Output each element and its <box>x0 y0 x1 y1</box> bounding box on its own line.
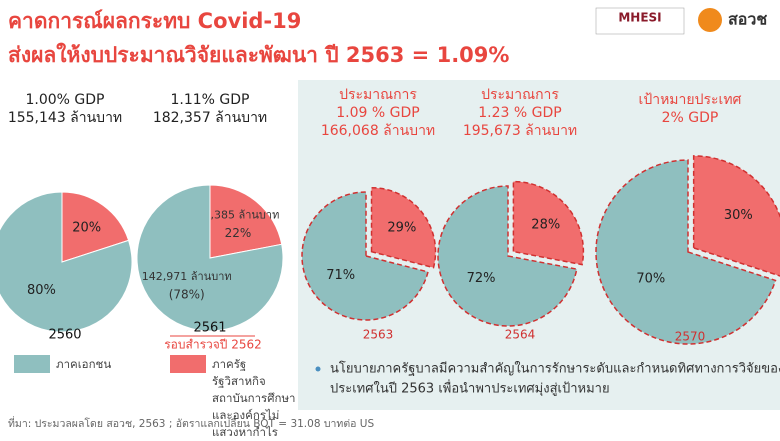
legend-label: ภาคเอกชน <box>56 357 112 371</box>
pie-slice <box>437 185 578 327</box>
legend-label: ภาครัฐ รัฐวิสาหกิจ สถาบันการศึกษา และองค… <box>212 357 296 439</box>
pie-heading: 1.11% GDP <box>171 92 250 108</box>
value-label: 71% <box>326 268 355 283</box>
source: ที่มา: ประมวลผลโดย สอวช, 2563 ; อัตราแลก… <box>8 416 374 430</box>
pie-heading: 1.23 % GDP <box>478 105 561 121</box>
pie-slice <box>692 155 780 277</box>
pie-slice <box>61 191 130 263</box>
pie-heading: 166,068 ล้านบาท <box>321 123 435 139</box>
year-label: 2561 <box>193 321 226 336</box>
value-label: 72% <box>467 271 496 286</box>
pie-heading: 2% GDP <box>662 110 719 126</box>
pie-heading: 1.00% GDP <box>26 92 105 108</box>
title: คาดการณ์ผลกระทบ Covid-19 <box>8 9 301 33</box>
legend-swatch <box>170 355 206 373</box>
value-label: 80% <box>27 283 56 298</box>
pie-slice <box>512 180 585 266</box>
pie-heading: ประมาณการ <box>339 87 417 103</box>
year-label: 2560 <box>48 328 81 343</box>
value-label: 28% <box>531 217 560 232</box>
pie-heading: เป้าหมายประเทศ <box>639 92 742 108</box>
title: ส่งผลให้งบประมาณวิจัยและพัฒนา ปี 2563 = … <box>8 42 509 67</box>
amount-label: 142,971 ล้านบาท <box>142 270 232 283</box>
logo: MHESI <box>618 11 661 25</box>
pie-slice <box>595 159 777 345</box>
pie-slice <box>301 191 429 321</box>
value-label: 29% <box>387 221 416 236</box>
bullet <box>315 366 321 372</box>
pie-heading: ประมาณการ <box>481 87 559 103</box>
pie-heading: 182,357 ล้านบาท <box>153 110 267 126</box>
year-label: 2564 <box>505 328 536 342</box>
legend-swatch <box>14 355 50 373</box>
logo: สอวช <box>728 10 767 29</box>
amount-label: 39,385 ล้านบาท <box>196 208 279 221</box>
value-label: 20% <box>72 221 101 236</box>
value-label: 30% <box>724 208 753 223</box>
note: ประเทศในปี 2563 เพื่อนำพาประเทศมุ่งสู่เป… <box>330 380 610 397</box>
pie-heading: 155,143 ล้านบาท <box>8 110 122 126</box>
logo-box <box>595 7 685 35</box>
logo-icon <box>698 8 722 32</box>
value-label: 22% <box>225 226 252 240</box>
pie-slice <box>136 184 284 332</box>
year-label: 2570 <box>675 330 706 344</box>
pie-slice <box>370 186 437 269</box>
note: นโยบายภาครัฐบาลมีความสำคัญในการรักษาระดั… <box>330 361 780 377</box>
pie-slice <box>209 184 283 259</box>
value-label: 70% <box>636 272 665 287</box>
year-note: รอบสำรวจปี 2562 <box>164 338 262 352</box>
value-label: (78%) <box>169 288 205 302</box>
pie-heading: 195,673 ล้านบาท <box>463 123 577 139</box>
pie-heading: 1.09 % GDP <box>336 105 419 121</box>
pie-slice <box>0 191 133 333</box>
year-label: 2563 <box>363 328 394 342</box>
